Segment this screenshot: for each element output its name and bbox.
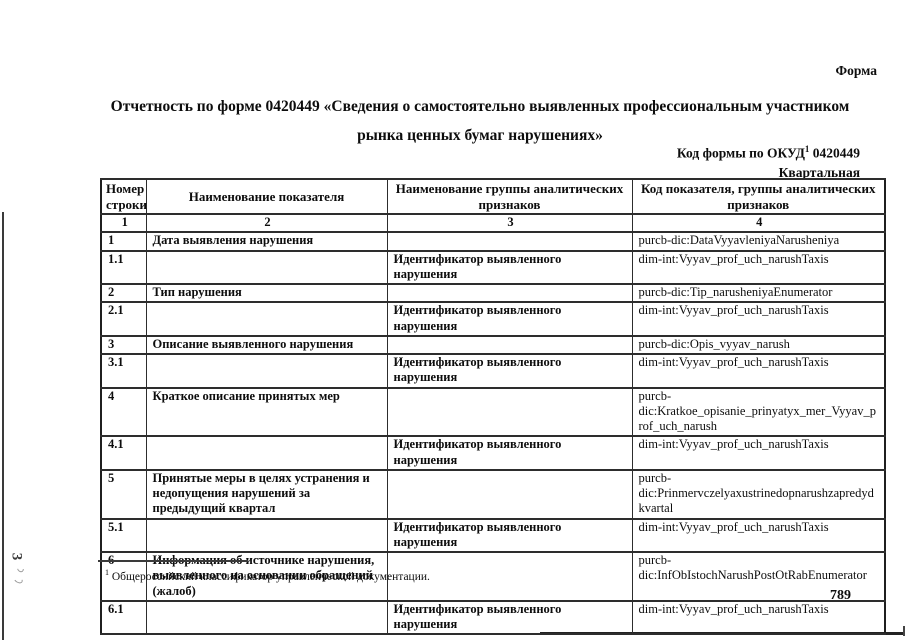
cell-group: Идентификатор выявленного нарушения <box>386 353 633 389</box>
cell-name <box>145 249 388 286</box>
cell-code: dim-int:Vyyav_prof_uch_narushTaxis <box>631 353 886 389</box>
cell-group <box>386 468 633 520</box>
document-title-line2: рынка ценных бумаг нарушениях» <box>357 127 603 144</box>
document-title-line1: Отчетность по форме 0420449 «Сведения о … <box>110 98 850 115</box>
cell-num: 5.1 <box>100 517 147 554</box>
cell-code: dim-int:Vyyav_prof_uch_narushTaxis <box>631 599 886 636</box>
cell-name: Дата выявления нарушения <box>145 231 388 252</box>
cell-code: dim-int:Vyyav_prof_uch_narushTaxis <box>631 435 886 471</box>
okud-label: Код формы по ОКУД <box>676 145 805 161</box>
cell-code: dim-int:Vyyav_prof_uch_narushTaxis <box>631 517 886 554</box>
cell-num: 5 <box>100 468 147 520</box>
handwritten-margin-mark: 3 <box>8 552 25 561</box>
table-row: 1.1 Идентификатор выявленного нарушения di… <box>100 249 886 286</box>
cell-code: dim-int:Vyyav_prof_uch_narushTaxis <box>631 301 886 337</box>
handwritten-smudge <box>15 564 26 574</box>
cell-group <box>386 386 633 438</box>
cell-code: purcb-dic:Prinmervczelyaxustrinedopnarus… <box>631 468 886 520</box>
cell-name: Краткое описание принятых мер <box>145 386 388 438</box>
okud-block: Код формы по ОКУД1 0420449 Квартальная <box>677 140 860 182</box>
table-row: 3 Описание выявленного нарушения purcb-dic… <box>100 334 886 356</box>
okud-line: Код формы по ОКУД1 0420449 <box>677 140 860 163</box>
cell-name <box>145 435 388 471</box>
cell-group: Идентификатор выявленного нарушения <box>386 435 633 471</box>
cell-num: 4.1 <box>100 435 147 471</box>
table-row: 3.1 Идентификатор выявленного нарушения di… <box>100 353 886 389</box>
cell-num: 1.1 <box>100 249 147 286</box>
column-index-4: 4 <box>631 213 886 234</box>
form-label: Форма <box>835 63 877 78</box>
cell-code: purcb-dic:Tip_narusheniyaEnumerator <box>631 283 886 304</box>
cell-code: purcb-dic:Opis_vyyav_narush <box>631 334 886 356</box>
footnote-separator-rule <box>98 560 248 562</box>
left-scan-edge-line <box>2 212 4 640</box>
table-row: 5 Принятые меры в целях устранения и недо… <box>100 468 886 520</box>
cell-name <box>145 353 388 389</box>
cell-group: Идентификатор выявленного нарушения <box>386 301 633 337</box>
footnote: 1 Общероссийский классификатор управленч… <box>105 568 430 583</box>
header-indicator-name: Наименование показателя <box>145 177 388 216</box>
cell-name: Принятые меры в целях устранения и недоп… <box>145 468 388 520</box>
cell-num: 3.1 <box>100 353 147 389</box>
cell-group: Идентификатор выявленного нарушения <box>386 517 633 554</box>
cell-code: purcb-dic:DataVyyavleniyaNarusheniya <box>631 231 886 252</box>
header-analytic-group-name: Наименование группы аналитических призна… <box>386 177 633 216</box>
table-row: 4 Краткое описание принятых мер purcb-dic:… <box>100 386 886 438</box>
table-row: 6.1 Идентификатор выявленного нарушения di… <box>100 599 886 636</box>
table-row: 5.1 Идентификатор выявленного нарушения di… <box>100 517 886 554</box>
cell-group <box>386 334 633 356</box>
header-row-number: Номер строки <box>100 177 147 216</box>
okud-code: 0420449 <box>812 145 860 161</box>
periodicity-label: Квартальная <box>778 164 860 180</box>
right-scan-edge-tick <box>903 626 905 636</box>
cell-name: Информация об источнике нарушения, выявл… <box>145 551 388 602</box>
cell-name: Тип нарушения <box>145 283 388 304</box>
cell-name <box>145 599 388 636</box>
cell-group <box>386 283 633 304</box>
column-index-2: 2 <box>145 213 388 234</box>
cell-code: purcb-dic:InfObIstochNarushPostOtRabEnum… <box>631 551 886 602</box>
table-row: 4.1 Идентификатор выявленного нарушения di… <box>100 435 886 471</box>
cell-group: Идентификатор выявленного нарушения <box>386 249 633 286</box>
cell-num: 3 <box>100 334 147 356</box>
cell-name <box>145 517 388 554</box>
cell-num: 4 <box>100 386 147 438</box>
table-row: 6 Информация об источнике нарушения, выяв… <box>100 551 886 602</box>
document-title: Отчетность по форме 0420449 «Сведения о … <box>60 92 900 150</box>
column-index-1: 1 <box>100 213 147 234</box>
cell-num: 6.1 <box>100 599 147 636</box>
cell-group: Идентификатор выявленного нарушения <box>386 599 633 636</box>
footnote-text: Общероссийский классификатор управленчес… <box>111 570 430 583</box>
header-indicator-code: Код показателя, группы аналитических при… <box>631 177 886 216</box>
cell-group <box>386 551 633 602</box>
cell-name: Описание выявленного нарушения <box>145 334 388 356</box>
table-header-row: Номер строки Наименование показателя Наи… <box>100 177 886 216</box>
page-number: 789 <box>830 588 851 603</box>
cell-group <box>386 231 633 252</box>
okud-footnote-marker: 1 <box>804 144 810 154</box>
footnote-marker: 1 <box>105 568 109 577</box>
handwritten-smudge <box>13 575 24 585</box>
column-index-3: 3 <box>386 213 633 234</box>
cell-code: dim-int:Vyyav_prof_uch_narushTaxis <box>631 249 886 286</box>
cell-num: 2.1 <box>100 301 147 337</box>
table-row: 2.1 Идентификатор выявленного нарушения di… <box>100 301 886 337</box>
table-row: 1 Дата выявления нарушения purcb-dic:DataV… <box>100 231 886 252</box>
cell-num: 1 <box>100 231 147 252</box>
report-table: Номер строки Наименование показателя Наи… <box>100 177 886 636</box>
column-index-row: 1 2 3 4 <box>100 213 886 234</box>
table-row: 2 Тип нарушения purcb-dic:Tip_narusheniyaE… <box>100 283 886 304</box>
cell-num: 6 <box>100 551 147 602</box>
cell-num: 2 <box>100 283 147 304</box>
table-body: 1 Дата выявления нарушения purcb-dic:DataV… <box>100 231 886 636</box>
cell-name <box>145 301 388 337</box>
cell-code: purcb-dic:Kratkoe_opisanie_prinyatyx_mer… <box>631 386 886 438</box>
